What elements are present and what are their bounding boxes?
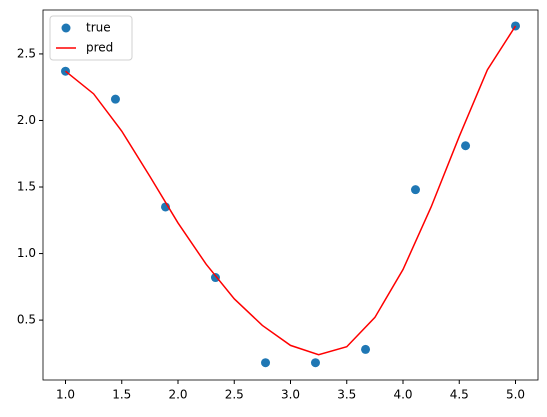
y-tick-label: 2.5 (17, 46, 36, 60)
x-tick-label: 5.0 (506, 388, 525, 402)
x-tick-label: 3.0 (281, 388, 300, 402)
x-tick-label: 1.0 (56, 388, 75, 402)
point (361, 344, 371, 354)
point (410, 185, 420, 195)
x-tick-label: 3.5 (337, 388, 356, 402)
legend-box (49, 15, 133, 61)
x-tick-label: 1.5 (112, 388, 131, 402)
pred-line (65, 25, 517, 356)
point (261, 358, 271, 368)
x-tick-label: 2.5 (225, 388, 244, 402)
legend-marker (61, 23, 71, 33)
x-tick-label: 4.5 (450, 388, 469, 402)
point (210, 273, 220, 283)
point (461, 141, 471, 151)
point (310, 358, 320, 368)
y-tick-label: 2.0 (17, 113, 36, 127)
x-tick-label: 2.0 (168, 388, 187, 402)
y-tick-label: 1.0 (17, 246, 36, 260)
y-tick-label: 1.5 (17, 180, 36, 194)
x-tick-label: 4.0 (393, 388, 412, 402)
legend-label: pred (86, 41, 113, 55)
legend-label: true (86, 21, 111, 35)
plot-frame (42, 9, 539, 381)
point (110, 94, 120, 104)
y-tick-label: 0.5 (17, 313, 36, 327)
